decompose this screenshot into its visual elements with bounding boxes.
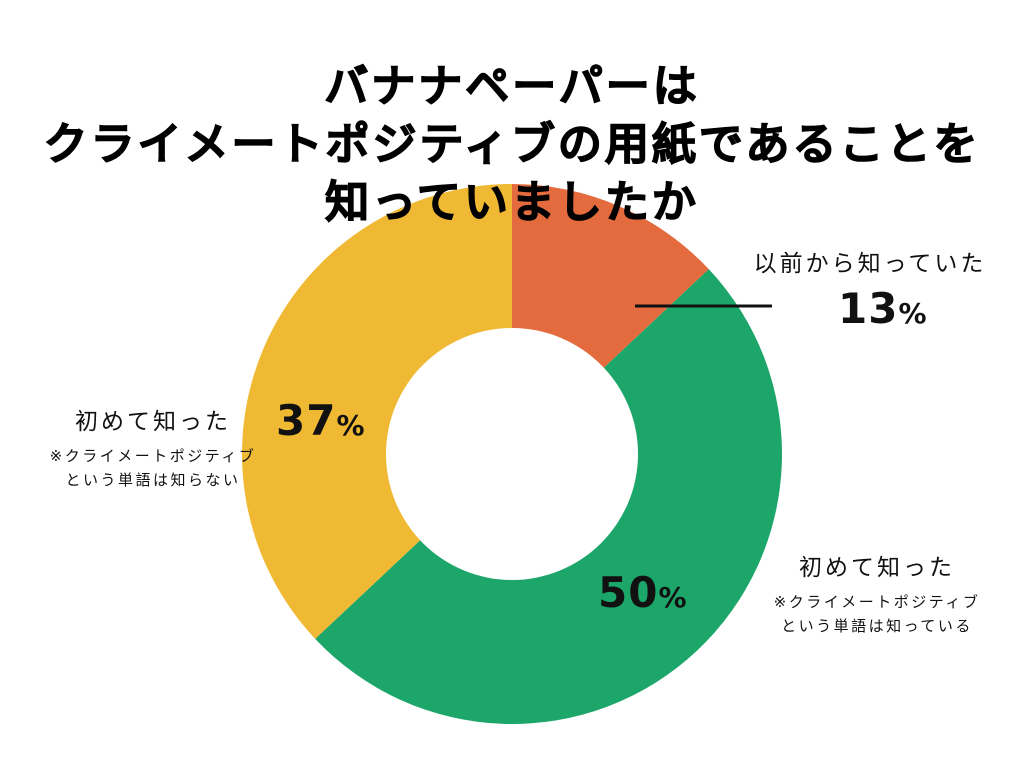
- pct-new-word-known-number: 50: [598, 568, 659, 617]
- label-new-word-unknown-text: 初めて知った: [75, 409, 231, 435]
- label-new-word-known-text: 初めて知った: [799, 555, 955, 581]
- title-line-2: クライメートポジティブの用紙であることを: [43, 118, 981, 170]
- slice-new-word-unknown: [242, 184, 512, 639]
- pct-known-number: 13: [838, 284, 899, 333]
- label-new-word-unknown-note-1: ※クライメートポジティブ: [49, 447, 257, 465]
- pct-new-word-known: 50%: [598, 568, 688, 617]
- label-new-word-known-note-2: という単語は知っている: [781, 617, 973, 635]
- pct-new-word-unknown-symbol: %: [336, 409, 366, 442]
- title-line-1: バナナペーパーは: [324, 60, 700, 112]
- pct-new-word-unknown: 37%: [276, 396, 366, 445]
- title-line-3: 知っていましたか: [324, 176, 699, 228]
- chart-title: バナナペーパーは クライメートポジティブの用紙であることを 知っていましたか: [0, 58, 1024, 232]
- label-new-word-known: 初めて知った ※クライメートポジティブ という単語は知っている: [752, 548, 1002, 638]
- label-new-word-known-note-1: ※クライメートポジティブ: [773, 593, 981, 611]
- pct-new-word-unknown-number: 37: [276, 396, 337, 445]
- donut-hole: [386, 328, 638, 580]
- pct-known-symbol: %: [898, 297, 928, 330]
- pct-known: 13%: [838, 284, 928, 333]
- label-known-text: 以前から知っていた: [753, 251, 987, 277]
- label-new-word-unknown-note-2: という単語は知らない: [65, 471, 241, 489]
- pct-new-word-known-symbol: %: [658, 581, 688, 614]
- label-known: 以前から知っていた: [740, 244, 1000, 278]
- label-new-word-unknown: 初めて知った ※クライメートポジティブ という単語は知らない: [28, 402, 278, 492]
